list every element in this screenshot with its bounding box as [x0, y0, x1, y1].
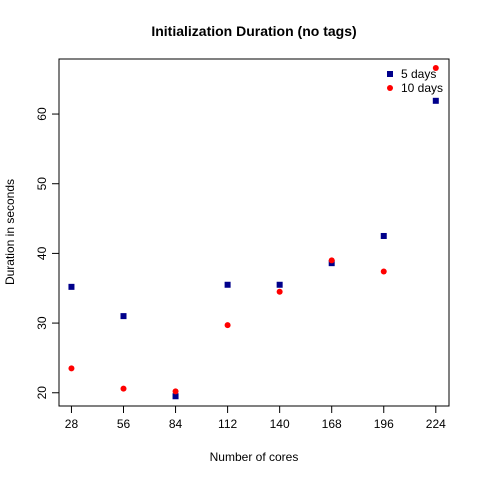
- x-tick-label: 112: [218, 417, 237, 431]
- data-point-circle: [432, 65, 439, 72]
- y-tick-label: 50: [35, 177, 49, 191]
- legend-label: 10 days: [401, 81, 443, 95]
- data-point-circle: [276, 288, 283, 295]
- x-tick-label: 84: [169, 417, 183, 431]
- legend-marker-circle: [387, 85, 393, 91]
- data-point-square: [172, 393, 179, 400]
- data-point-circle: [68, 365, 75, 372]
- data-point-square: [68, 283, 75, 290]
- data-point-square: [432, 97, 439, 104]
- plot-frame: [58, 58, 450, 407]
- data-point-circle: [380, 268, 387, 275]
- chart-title: Initialization Duration (no tags): [151, 23, 356, 39]
- data-point-square: [120, 313, 127, 320]
- data-point-circle: [224, 322, 231, 329]
- x-tick-label: 56: [117, 417, 131, 431]
- series-ten-days: [68, 65, 439, 395]
- data-point-square: [276, 281, 283, 288]
- x-axis: 28 56 84 112 140 168 196 224: [65, 406, 446, 431]
- data-point-circle: [120, 385, 127, 392]
- y-tick-label: 60: [35, 107, 49, 121]
- x-tick-label: 168: [322, 417, 342, 431]
- y-tick-label: 30: [35, 316, 49, 330]
- x-tick-label: 140: [270, 417, 290, 431]
- x-tick-label: 28: [65, 417, 79, 431]
- y-axis-label: Duration in seconds: [3, 179, 17, 285]
- data-point-square: [224, 281, 231, 288]
- data-point-circle: [328, 257, 335, 264]
- legend-label: 5 days: [401, 67, 436, 81]
- data-point-circle: [172, 388, 179, 395]
- data-points: [68, 65, 439, 400]
- x-axis-label: Number of cores: [210, 450, 299, 464]
- y-tick-label: 20: [35, 386, 49, 400]
- data-point-square: [380, 232, 387, 239]
- y-tick-label: 40: [35, 246, 49, 260]
- x-tick-label: 196: [374, 417, 394, 431]
- x-tick-label: 224: [426, 417, 446, 431]
- legend-marker-square: [387, 71, 393, 77]
- y-axis: 20 30 40 50 60: [35, 107, 59, 399]
- plot-area: [58, 58, 450, 407]
